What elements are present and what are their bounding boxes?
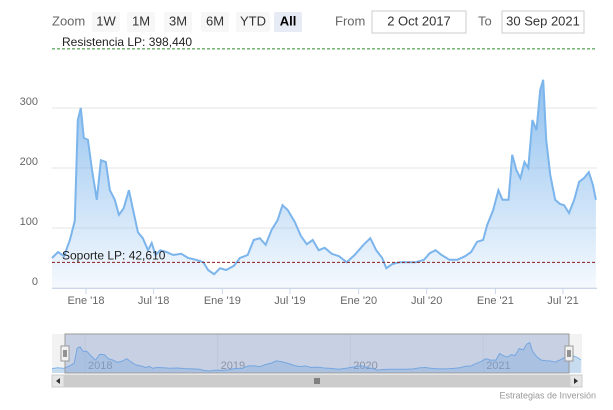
to-input[interactable]	[501, 10, 585, 34]
range-button[interactable]	[236, 12, 270, 32]
range-button-label[interactable]: 3M	[169, 13, 187, 28]
navigator-background	[52, 334, 582, 373]
zoom-label: Zoom	[52, 13, 85, 28]
range-button[interactable]	[92, 12, 120, 32]
credits[interactable]: Estrategias de Inversión	[499, 390, 596, 400]
navigator-handle[interactable]	[564, 345, 574, 362]
y-tick-label: 0	[32, 276, 38, 288]
x-tick-label: Ene '21	[477, 295, 514, 307]
range-button-label[interactable]: 6M	[206, 13, 224, 28]
y-tick-label: 200	[20, 156, 38, 168]
navigator-tick-label: 2018	[88, 360, 112, 372]
x-tick-label: Jul '20	[411, 295, 442, 307]
scrollbar-left-arrow	[56, 378, 60, 384]
navigator-area	[52, 342, 581, 373]
plot-line-label: Resistencia LP: 398,440	[62, 35, 192, 49]
x-tick-label: Jul '19	[274, 295, 305, 307]
x-tick-label: Jul '21	[547, 295, 578, 307]
scrollbar-right-arrow	[574, 378, 578, 384]
range-button-label[interactable]: 1M	[132, 13, 150, 28]
y-tick-label: 100	[20, 216, 38, 228]
navigator-tick-label: 2020	[353, 360, 377, 372]
to-label: To	[478, 13, 492, 28]
range-button[interactable]	[164, 12, 192, 32]
area	[52, 79, 596, 288]
navigator-mask[interactable]	[64, 333, 570, 374]
x-tick-label: Ene '18	[68, 295, 105, 307]
from-date[interactable]: 2 Oct 2017	[387, 13, 451, 28]
navigator-tick-label: 2019	[221, 360, 245, 372]
to-date[interactable]: 30 Sep 2021	[506, 13, 580, 28]
x-tick-label: Jul '18	[138, 295, 169, 307]
plot-line-label: Soporte LP: 42,610	[62, 249, 166, 263]
range-button[interactable]	[127, 12, 155, 32]
navigator-tick-label: 2021	[486, 360, 510, 372]
range-button[interactable]	[274, 12, 302, 32]
from-input[interactable]	[371, 10, 467, 34]
navigator-handle[interactable]	[60, 345, 70, 362]
line	[51, 79, 597, 276]
navigator-line	[51, 341, 582, 372]
range-button[interactable]	[201, 12, 229, 32]
x-tick-label: Ene '19	[204, 295, 241, 307]
range-button-label[interactable]: All	[280, 13, 297, 28]
range-button-label[interactable]: 1W	[96, 13, 116, 28]
y-tick-label: 300	[20, 96, 38, 108]
range-button-label[interactable]: YTD	[240, 13, 266, 28]
x-tick-label: Ene '20	[340, 295, 377, 307]
from-label: From	[335, 13, 365, 28]
